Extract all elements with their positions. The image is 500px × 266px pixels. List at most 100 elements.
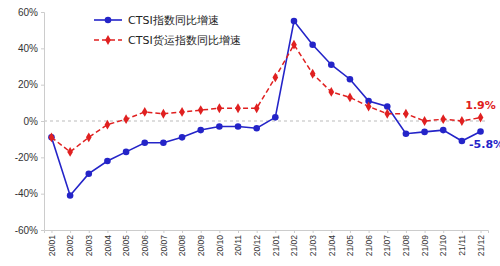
point: [291, 18, 298, 25]
y-tick: 60%: [18, 7, 44, 18]
x-tick-mark: [387, 230, 388, 233]
point: [105, 120, 111, 130]
y-tick: -40%: [15, 188, 44, 199]
x-tick-label: 20/06: [140, 235, 150, 257]
x-tick-label: 21/11: [457, 235, 467, 256]
plot-area: [48, 18, 484, 199]
x-tick-mark: [145, 230, 146, 233]
x-tick-mark: [313, 230, 314, 233]
x-axis-line: [45, 231, 489, 234]
x-tick-mark: [406, 230, 407, 233]
x-tick-label: 21/05: [345, 235, 355, 257]
y-tick-label: -40%: [15, 188, 38, 199]
chart: 60%40%20%0%-20%-40%-60%20/0120/0220/0320…: [0, 0, 500, 266]
point: [328, 87, 334, 97]
y-axis-line: [41, 13, 45, 231]
point: [67, 147, 73, 157]
x-tick: 20/03: [84, 230, 94, 256]
y-tick-mark: [41, 157, 44, 158]
x-tick-mark: [51, 230, 52, 233]
point: [216, 123, 223, 130]
x-tick: 21/08: [401, 230, 411, 256]
x-tick-label: 20/09: [196, 235, 206, 257]
x-tick-label: 20/03: [84, 235, 94, 257]
x-tick-mark: [331, 230, 332, 233]
point: [291, 40, 297, 50]
y-tick-label: 40%: [18, 43, 38, 54]
x-tick-label: 20/07: [159, 235, 169, 257]
point: [141, 140, 148, 147]
x-tick: 20/10: [215, 230, 225, 256]
y-tick: 20%: [18, 79, 44, 90]
x-tick-label: 21/08: [401, 235, 411, 257]
point: [67, 192, 74, 199]
point: [459, 116, 465, 126]
y-tick-label: 0%: [24, 116, 39, 127]
point: [179, 107, 185, 117]
point: [235, 123, 242, 130]
series-line: [51, 21, 480, 195]
x-tick-label: 20/08: [177, 235, 187, 257]
point: [459, 138, 466, 145]
x-tick: 20/12: [252, 230, 262, 256]
point: [440, 114, 446, 124]
x-tick-label: 21/03: [308, 235, 318, 257]
x-tick-label: 21/06: [364, 235, 374, 257]
x-tick: 21/05: [345, 230, 355, 256]
y-tick-label: 20%: [18, 79, 38, 90]
legend-label: CTSI货运指数同比增速: [128, 34, 241, 47]
x-tick: 20/05: [121, 230, 131, 256]
point: [179, 134, 186, 141]
x-tick: 21/04: [327, 230, 337, 256]
x-tick-mark: [350, 230, 351, 233]
point: [384, 109, 390, 119]
x-tick: 21/12: [476, 230, 486, 256]
point: [254, 103, 260, 113]
x-tick-label: 20/05: [121, 235, 131, 257]
y-tick: -20%: [15, 152, 44, 163]
point: [235, 103, 241, 113]
y-tick-mark: [41, 121, 44, 122]
y-tick-mark: [41, 12, 44, 13]
x-tick-label: 21/04: [327, 235, 337, 257]
point: [422, 116, 428, 126]
x-axis: 20/01 20/02 20/03 20/04 20/05 20/06 20/07 20/08…: [45, 230, 489, 256]
y-tick: -60%: [15, 225, 44, 236]
y-tick-label: -20%: [15, 152, 38, 163]
point: [328, 61, 335, 68]
x-tick: 21/03: [308, 230, 318, 256]
point: [123, 114, 129, 124]
point: [440, 127, 447, 134]
x-tick-mark: [425, 230, 426, 233]
point: [161, 109, 167, 119]
point: [217, 103, 223, 113]
x-tick-label: 20/04: [103, 235, 113, 257]
x-tick: 20/08: [177, 230, 187, 256]
point: [478, 113, 484, 123]
x-tick-label: 21/01: [271, 235, 281, 257]
x-tick: 20/09: [196, 230, 206, 256]
x-tick-mark: [275, 230, 276, 233]
x-tick: 21/10: [438, 230, 448, 256]
point: [366, 102, 372, 112]
point: [272, 72, 278, 82]
x-tick-label: 21/09: [420, 235, 430, 257]
legend-marker: [105, 35, 111, 45]
x-tick-label: 20/11: [233, 235, 243, 256]
x-tick-label: 20/01: [47, 235, 57, 257]
x-tick-mark: [219, 230, 220, 233]
point: [272, 114, 279, 121]
x-tick-mark: [70, 230, 71, 233]
point: [310, 69, 316, 79]
legend: CTSI指数同比增速CTSI货运指数同比增速: [94, 14, 241, 47]
point: [253, 125, 260, 132]
x-tick: 20/11: [233, 230, 243, 256]
x-tick: 20/07: [159, 230, 169, 256]
y-tick-mark: [41, 48, 44, 49]
x-tick-mark: [257, 230, 258, 233]
y-tick-mark: [41, 230, 44, 231]
legend-marker: [105, 17, 112, 24]
point: [403, 130, 410, 137]
x-tick: 20/02: [65, 230, 75, 256]
point: [85, 170, 92, 177]
